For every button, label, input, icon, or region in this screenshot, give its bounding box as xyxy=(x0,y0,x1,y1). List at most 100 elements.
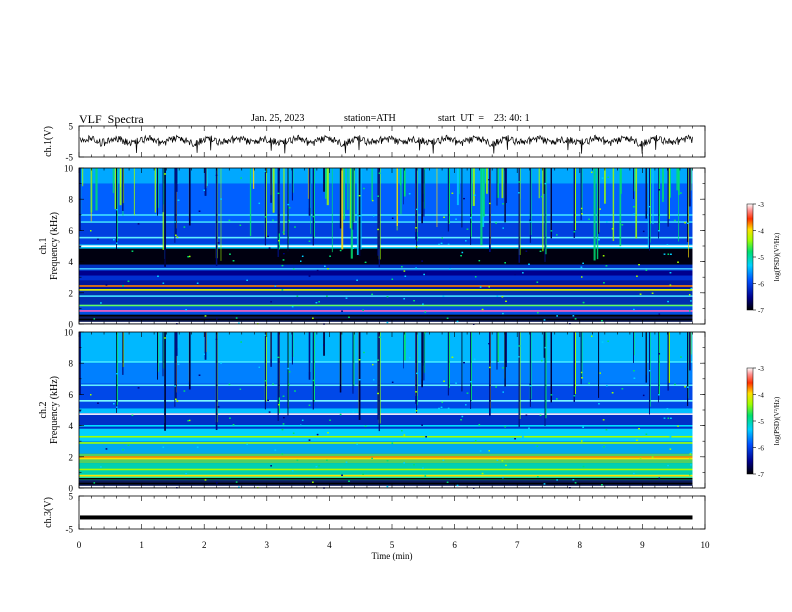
spectrogram-speckle xyxy=(239,388,242,390)
spectrogram-streak xyxy=(341,168,344,250)
spectrogram-speckle xyxy=(541,359,543,362)
spectrogram-speckle xyxy=(680,192,682,194)
spectrogram-stripe xyxy=(79,245,693,247)
spectrogram-speckle xyxy=(603,282,605,284)
spectrogram-speckle xyxy=(605,265,608,267)
spectrogram-band xyxy=(79,247,693,265)
spectrogram-speckle xyxy=(386,296,389,298)
colorbar-tick-label: -4 xyxy=(758,228,764,236)
spectrogram-speckle xyxy=(581,276,583,278)
colorbar-tick-label: -7 xyxy=(758,307,764,315)
spectrogram-speckle xyxy=(421,424,423,426)
spectrogram-speckle xyxy=(633,206,635,208)
spectrogram-speckle xyxy=(240,341,242,343)
spectrogram-streak xyxy=(596,168,599,260)
spectrogram-streak xyxy=(482,168,485,217)
spectrogram-speckle xyxy=(416,372,418,375)
spectrogram-speckle xyxy=(611,228,614,230)
spectrogram-speckle xyxy=(667,253,670,255)
y-tick-label: -5 xyxy=(66,153,74,163)
spectrogram-streak xyxy=(544,332,546,426)
spectrogram-band xyxy=(79,408,693,414)
y-tick-label: 2 xyxy=(69,452,74,462)
spectrogram-speckle xyxy=(529,221,532,223)
spectrogram-speckle xyxy=(287,203,290,206)
spectrogram-speckle xyxy=(514,274,516,276)
spectrogram-speckle xyxy=(315,466,318,468)
spectrogram-speckle xyxy=(529,219,531,221)
spectrogram-streak xyxy=(162,168,165,205)
spectrogram-speckle xyxy=(607,176,609,178)
x-tick-label: 5 xyxy=(390,540,395,550)
spectrogram-speckle xyxy=(501,460,504,462)
spectrogram-speckle xyxy=(481,472,484,475)
spectrogram-speckle xyxy=(440,406,443,408)
spectrogram-speckle xyxy=(443,380,445,382)
spectrogram-speckle xyxy=(556,234,558,236)
spectrogram-speckle xyxy=(461,251,464,254)
spectrogram-speckle xyxy=(162,446,165,448)
spectrogram-streak xyxy=(422,332,425,358)
spectrogram-speckle xyxy=(580,207,583,210)
spectrogram-speckle xyxy=(326,295,328,297)
spectrogram-streak xyxy=(648,168,650,251)
spectrogram-stripe xyxy=(79,482,693,485)
spectrogram-speckle xyxy=(688,458,691,460)
spectrogram-streak xyxy=(667,168,669,227)
spectrogram-speckle xyxy=(415,246,418,248)
spectrogram-speckle xyxy=(90,230,92,232)
spectrogram-speckle xyxy=(488,286,490,288)
spectrogram-speckle xyxy=(292,268,295,270)
spectrogram-speckle xyxy=(529,385,532,387)
y-axis-label: ch.1 xyxy=(38,238,49,255)
y-tick-label: 6 xyxy=(69,226,74,236)
spectrogram-streak xyxy=(176,168,178,192)
spectrogram-streak xyxy=(312,168,314,246)
spectrogram-speckle xyxy=(488,202,491,205)
spectrogram-streak xyxy=(378,332,380,432)
spectrogram-speckle xyxy=(590,171,593,173)
spectrogram-speckle xyxy=(539,250,542,252)
spectrogram-streak xyxy=(350,168,353,259)
spectrogram-speckle xyxy=(292,432,295,434)
spectrogram-speckle xyxy=(79,246,81,248)
spectrogram-speckle xyxy=(403,434,406,436)
spectrogram-streak xyxy=(264,168,267,246)
spectrogram-speckle xyxy=(602,419,605,421)
spectrogram-speckle xyxy=(581,440,583,442)
spectrogram-speckle xyxy=(315,302,318,304)
spectrogram-speckle xyxy=(356,443,358,445)
y-axis-label: ch.3(V) xyxy=(43,497,54,528)
spectrogram-speckle xyxy=(502,227,504,229)
spectrogram-streak xyxy=(456,168,459,206)
spectrogram-speckle xyxy=(502,391,504,393)
spectrogram-speckle xyxy=(572,315,575,317)
spectrogram-speckle xyxy=(131,414,134,416)
spectrogram-speckle xyxy=(162,282,165,284)
colorbar-label: log(PSD)(V²/Hz) xyxy=(773,232,781,281)
spectrogram-speckle xyxy=(203,353,205,355)
y-tick-label: 8 xyxy=(69,195,74,205)
spectrogram-speckle xyxy=(79,410,81,412)
spectrogram-streak xyxy=(504,332,506,387)
spectrogram-speckle xyxy=(348,480,350,482)
spectrogram-speckle xyxy=(690,451,693,454)
spectrogram-speckle xyxy=(474,440,477,442)
spectrogram-streak xyxy=(176,332,178,356)
spectrogram-speckle xyxy=(164,337,166,339)
spectrogram-speckle xyxy=(324,265,326,267)
spectrogram-stripe xyxy=(79,236,693,239)
spectrogram-streak xyxy=(470,168,472,245)
spectrogram-speckle xyxy=(268,411,271,413)
spectrogram-streak xyxy=(604,168,606,204)
ch1-waveform-line xyxy=(79,134,693,154)
spectrogram-streak xyxy=(175,168,177,237)
spectrogram-speckle xyxy=(580,430,583,432)
spectrogram-band xyxy=(79,168,693,184)
spectrogram-speckle xyxy=(416,208,418,211)
spectrogram-speckle xyxy=(277,192,280,195)
spectrogram-speckle xyxy=(424,332,426,334)
spectrogram-speckle xyxy=(479,286,482,288)
spectrogram-streak xyxy=(633,168,634,199)
y-tick-label: 6 xyxy=(69,390,74,400)
